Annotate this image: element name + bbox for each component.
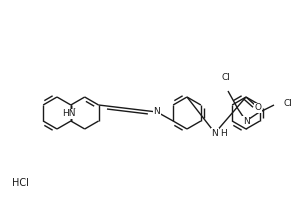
Text: Cl: Cl [222, 73, 230, 82]
Text: O: O [254, 103, 261, 112]
Text: N: N [154, 107, 161, 116]
Text: N: N [243, 116, 249, 125]
Text: HN: HN [62, 110, 76, 119]
Text: H: H [220, 130, 227, 139]
Text: Cl: Cl [284, 98, 292, 107]
Text: N: N [212, 129, 218, 138]
Text: HCl: HCl [12, 178, 29, 188]
